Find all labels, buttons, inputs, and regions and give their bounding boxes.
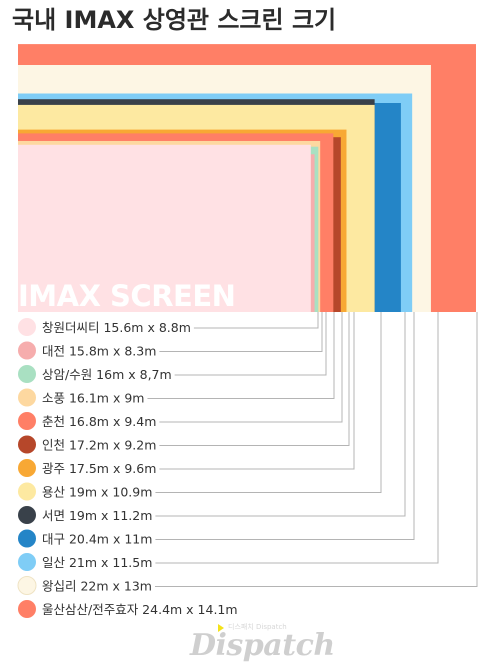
legend-dot-12 [17,576,37,595]
legend-label-2: 대전 15.8m x 8.3m [42,344,156,359]
legend-connector-9 [155,312,406,517]
legend-label-13: 울산삼산/전주효자 24.4m x 14.1m [42,602,238,617]
legend-label-9: 서면 19m x 11.2m [42,508,152,523]
legend-dot-4 [18,388,36,407]
screen-rect-13 [18,144,311,312]
legend-dot-11 [18,553,36,571]
legend-label-11: 일산 21m x 11.5m [42,555,152,570]
legend-connector-6 [159,312,350,446]
legend-dot-9 [18,506,36,524]
watermark-brand: Dispatch [190,628,335,663]
legend-label-10: 대구 20.4m x 11m [42,532,152,547]
legend-connector-7 [159,312,355,470]
legend-dot-7 [18,459,36,477]
legend-dot-8 [18,482,36,501]
imax-screen-label: IMAX SCREEN [18,279,235,313]
legend-label-7: 광주 17.5m x 9.6m [42,461,156,476]
legend-label-3: 상암/수원 16m x 8,7m [42,367,172,382]
legend-dot-13 [18,600,36,618]
legend-connector-8 [155,312,382,493]
legend-label-5: 춘천 16.8m x 9.4m [42,414,156,429]
legend-dot-1 [18,318,36,336]
legend-connector-3 [174,312,327,376]
legend-label-4: 소풍 16.1m x 9m [42,391,144,406]
legend-dot-2 [18,341,36,360]
legend-label-12: 왕십리 22m x 13m [42,579,152,594]
dispatch-watermark-logo: 디스패치 Dispatch Dispatch [190,620,350,666]
watermark-dot-icon [218,624,224,632]
legend-dot-5 [18,412,36,430]
legend-label-1: 창원더씨티 15.6m x 8.8m [42,320,191,335]
legend-connector-10 [155,312,415,540]
legend-connector-12 [154,312,478,587]
legend-label-8: 용산 19m x 10.9m [42,485,152,500]
legend-dot-3 [18,365,36,383]
legend-label-6: 인천 17.2m x 9.2m [42,438,156,453]
legend-connector-5 [159,312,343,423]
watermark-tagline: 디스패치 Dispatch [228,623,287,631]
page-title: 국내 IMAX 상영관 스크린 크기 [12,6,337,34]
legend-dot-10 [18,529,36,548]
legend-connector-4 [147,312,335,399]
legend-connector-2 [159,312,323,352]
legend-connector-11 [155,312,439,564]
legend-connector-1 [193,312,319,329]
legend-dot-6 [18,435,36,454]
